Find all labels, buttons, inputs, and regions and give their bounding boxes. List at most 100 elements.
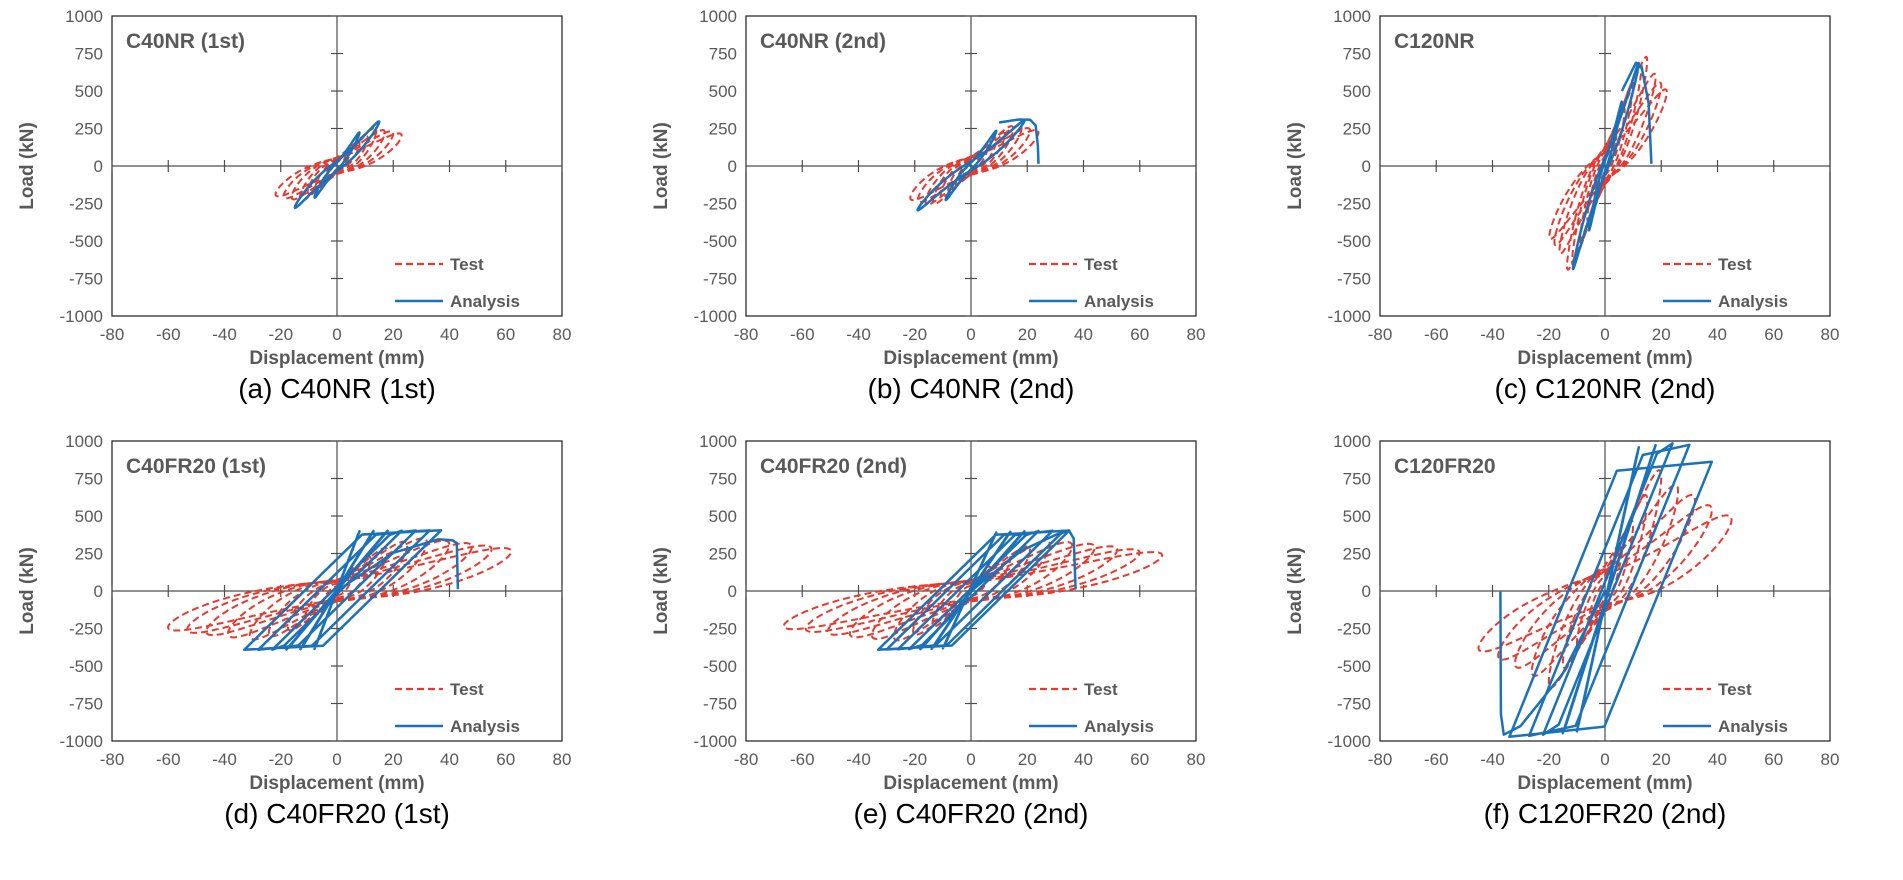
y-tick-label: 250	[709, 545, 737, 564]
x-tick-label: -20	[902, 750, 927, 769]
x-tick-label: -40	[846, 325, 871, 344]
analysis-curve	[876, 529, 1071, 651]
x-tick-label: 60	[496, 750, 515, 769]
test-curve	[909, 124, 1040, 206]
x-tick-label: 80	[553, 325, 572, 344]
legend-test-label: Test	[1084, 680, 1118, 699]
y-tick-label: -250	[703, 620, 737, 639]
x-axis-title: Displacement (mm)	[883, 348, 1058, 369]
x-tick-label: -20	[902, 325, 927, 344]
y-tick-label: 0	[1362, 157, 1371, 176]
x-tick-label: 60	[1130, 750, 1149, 769]
x-axis-title: Displacement (mm)	[1517, 348, 1692, 369]
x-tick-label: 20	[384, 325, 403, 344]
legend-test-label: Test	[1084, 255, 1118, 274]
x-tick-label: 0	[966, 325, 975, 344]
y-tick-label: 1000	[65, 432, 103, 451]
x-tick-label: 80	[1821, 750, 1840, 769]
legend-analysis-label: Analysis	[1718, 717, 1788, 736]
legend-test-label: Test	[1718, 680, 1752, 699]
chart-panel-c: Load (kN) Displacement (mm) -1000 -750 -50…	[1275, 6, 1895, 405]
y-tick-label: 500	[75, 82, 103, 101]
y-tick-label: -500	[69, 232, 103, 251]
y-tick-label: 250	[1343, 545, 1371, 564]
y-tick-label: 500	[1343, 507, 1371, 526]
analysis-tail-curve	[998, 118, 1040, 164]
x-tick-label: 40	[1708, 750, 1727, 769]
y-axis-title: Load (kN)	[1285, 547, 1306, 635]
x-tick-label: 0	[1600, 325, 1609, 344]
x-tick-label: 20	[384, 750, 403, 769]
legend-analysis-label: Analysis	[450, 292, 520, 311]
y-tick-label: -250	[1337, 195, 1371, 214]
chart-panel-b: Load (kN) Displacement (mm) -1000 -750 -50…	[641, 6, 1261, 405]
y-tick-label: -500	[703, 232, 737, 251]
analysis-tail-curve	[336, 538, 460, 593]
x-tick-label: -40	[212, 750, 237, 769]
chart-panel-d: Load (kN) Displacement (mm) -1000 -750 -50…	[7, 431, 627, 830]
y-tick-label: 0	[728, 582, 737, 601]
y-tick-label: 1000	[699, 7, 737, 26]
y-tick-label: -500	[703, 657, 737, 676]
x-tick-label: -80	[1368, 750, 1393, 769]
x-tick-label: -60	[790, 750, 815, 769]
y-tick-label: 750	[1343, 45, 1371, 64]
y-axis-title: Load (kN)	[651, 122, 672, 210]
legend-analysis-label: Analysis	[1084, 292, 1154, 311]
test-curve	[274, 127, 403, 203]
y-tick-label: 750	[709, 45, 737, 64]
x-tick-label: 20	[1652, 750, 1671, 769]
y-tick-label: 250	[709, 120, 737, 139]
y-tick-label: -750	[69, 270, 103, 289]
chart-caption: (a) C40NR (1st)	[238, 373, 436, 404]
y-tick-label: -1000	[694, 307, 737, 326]
y-tick-label: 1000	[699, 432, 737, 451]
y-tick-label: -250	[69, 195, 103, 214]
x-tick-label: 40	[1074, 750, 1093, 769]
analysis-tail-curve	[1620, 61, 1653, 164]
hysteresis-plot-c: Load (kN) Displacement (mm) -1000 -750 -50…	[1285, 7, 1839, 369]
x-tick-label: 80	[1187, 750, 1206, 769]
x-tick-label: -60	[156, 750, 181, 769]
x-tick-label: -20	[268, 325, 293, 344]
x-tick-label: -60	[790, 325, 815, 344]
x-tick-label: -60	[156, 325, 181, 344]
y-tick-label: 750	[709, 470, 737, 489]
x-tick-label: 40	[1074, 325, 1093, 344]
x-axis-title: Displacement (mm)	[249, 773, 424, 794]
plot-title: C40NR (2nd)	[760, 30, 886, 53]
y-tick-label: -750	[1337, 695, 1371, 714]
y-tick-label: -1000	[1328, 732, 1371, 751]
x-tick-label: 80	[1187, 325, 1206, 344]
y-tick-label: -750	[69, 695, 103, 714]
analysis-tail-curve	[1499, 590, 1607, 736]
y-tick-label: 750	[75, 45, 103, 64]
y-tick-label: 250	[75, 120, 103, 139]
x-tick-label: -40	[846, 750, 871, 769]
x-tick-label: 60	[1130, 325, 1149, 344]
y-tick-label: 0	[728, 157, 737, 176]
y-tick-label: -1000	[60, 732, 103, 751]
plot-title: C120FR20	[1394, 455, 1496, 478]
chart-grid: Load (kN) Displacement (mm) -1000 -750 -50…	[7, 6, 1895, 830]
analysis-tail-curve	[970, 530, 1077, 592]
y-tick-label: 250	[75, 545, 103, 564]
y-tick-label: 1000	[1333, 432, 1371, 451]
y-axis-title: Load (kN)	[17, 122, 38, 210]
test-curve	[782, 539, 1164, 642]
y-axis-title: Load (kN)	[1285, 122, 1306, 210]
legend-analysis-label: Analysis	[450, 717, 520, 736]
hysteresis-plot-d: Load (kN) Displacement (mm) -1000 -750 -50…	[17, 432, 571, 794]
y-tick-label: 0	[94, 157, 103, 176]
x-tick-label: 60	[1764, 325, 1783, 344]
x-tick-label: -20	[1536, 325, 1561, 344]
x-tick-label: -60	[1424, 750, 1449, 769]
x-tick-label: -20	[1536, 750, 1561, 769]
y-tick-label: -500	[69, 657, 103, 676]
y-axis-title: Load (kN)	[651, 547, 672, 635]
hysteresis-plot-a: Load (kN) Displacement (mm) -1000 -750 -50…	[17, 7, 572, 369]
legend-test-label: Test	[1718, 255, 1752, 274]
x-tick-label: -40	[212, 325, 237, 344]
y-tick-label: 750	[75, 470, 103, 489]
y-tick-label: -750	[703, 270, 737, 289]
